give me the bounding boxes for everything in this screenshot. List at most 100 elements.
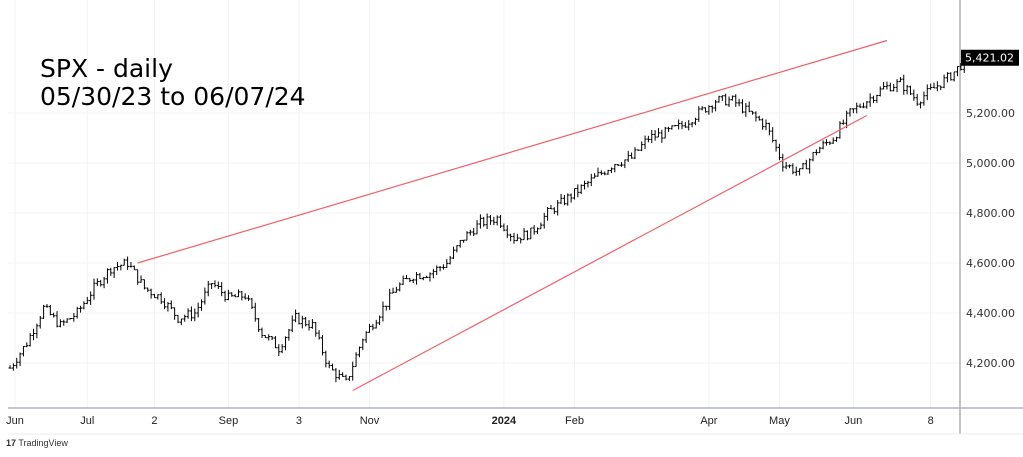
ohlc-bar bbox=[116, 262, 120, 271]
ohlc-bar bbox=[710, 105, 714, 113]
ohlc-bar bbox=[579, 184, 583, 195]
brand-text: TradingView bbox=[18, 438, 68, 448]
ohlc-bar bbox=[798, 168, 802, 176]
ohlc-bar bbox=[925, 84, 929, 101]
ohlc-bar bbox=[102, 276, 106, 289]
ohlc-bar bbox=[398, 282, 402, 292]
ohlc-bar bbox=[341, 372, 345, 377]
ohlc-bar bbox=[233, 294, 237, 298]
ohlc-bar bbox=[324, 350, 328, 368]
ohlc-bar bbox=[546, 206, 550, 221]
ohlc-bar bbox=[391, 287, 395, 294]
ohlc-bar bbox=[89, 291, 93, 305]
ohlc-bar bbox=[79, 305, 83, 313]
ohlc-bar bbox=[620, 162, 624, 167]
ohlc-bar bbox=[35, 323, 39, 339]
ohlc-bar bbox=[132, 265, 136, 271]
ohlc-bar bbox=[898, 77, 902, 83]
ohlc-bar bbox=[428, 272, 432, 282]
ohlc-bar bbox=[861, 102, 865, 109]
ohlc-bar bbox=[589, 173, 593, 187]
tradingview-logo[interactable]: 17 TradingView bbox=[6, 438, 68, 448]
ohlc-bar bbox=[630, 152, 634, 159]
ohlc-bar bbox=[448, 255, 452, 265]
ohlc-bar bbox=[626, 150, 630, 162]
ohlc-bar bbox=[15, 357, 19, 369]
ohlc-bar bbox=[623, 159, 627, 169]
ohlc-bar bbox=[730, 95, 734, 101]
ohlc-bar bbox=[875, 94, 879, 103]
y-tick-label: 4,600.00 bbox=[966, 257, 1015, 270]
ohlc-bar bbox=[522, 228, 526, 241]
ohlc-bar bbox=[566, 193, 570, 206]
ohlc-bar bbox=[505, 225, 509, 239]
ohlc-bar bbox=[52, 312, 56, 318]
ohlc-bar bbox=[824, 139, 828, 146]
ohlc-bar bbox=[788, 164, 792, 169]
ohlc-bar bbox=[462, 239, 466, 243]
ohlc-bar bbox=[206, 280, 210, 297]
ohlc-bar bbox=[307, 320, 311, 331]
ohlc-bar bbox=[25, 342, 29, 348]
ohlc-bar bbox=[532, 225, 536, 235]
ohlc-bar bbox=[663, 126, 667, 139]
ohlc-bar bbox=[72, 312, 76, 322]
ohlc-bar bbox=[304, 316, 308, 327]
ohlc-bar bbox=[865, 101, 869, 109]
ohlc-bar bbox=[784, 161, 788, 170]
x-tick-label: Jun bbox=[6, 415, 24, 427]
ohlc-bar bbox=[290, 315, 294, 332]
ohlc-bar bbox=[273, 336, 277, 349]
ohlc-bar bbox=[149, 288, 153, 299]
ohlc-bar bbox=[556, 200, 560, 216]
subtitle-line: 05/30/23 to 06/07/24 bbox=[40, 82, 306, 111]
ohlc-bar bbox=[189, 306, 193, 322]
x-tick-label: 8 bbox=[928, 415, 934, 427]
ohlc-bar bbox=[317, 330, 321, 340]
ohlc-bar bbox=[294, 309, 298, 323]
ohlc-bar bbox=[892, 83, 896, 92]
ohlc-bar bbox=[250, 298, 254, 309]
ohlc-bar bbox=[169, 300, 173, 310]
ohlc-bar bbox=[203, 287, 207, 305]
last-price-tag bbox=[961, 49, 1019, 66]
ohlc-bar bbox=[287, 328, 291, 341]
ohlc-bar bbox=[183, 314, 187, 322]
ohlc-bar bbox=[280, 344, 284, 354]
ohlc-bar bbox=[361, 338, 365, 350]
ohlc-bar bbox=[455, 245, 459, 253]
ohlc-bar bbox=[404, 274, 408, 280]
ohlc-bar bbox=[572, 188, 576, 200]
ohlc-bar bbox=[438, 266, 442, 272]
ohlc-bar bbox=[267, 334, 271, 341]
ohlc-bar bbox=[129, 262, 133, 268]
x-tick-label: Jul bbox=[80, 415, 94, 427]
ohlc-bar bbox=[495, 215, 499, 226]
ohlc-bar bbox=[804, 159, 808, 170]
ohlc-bar bbox=[667, 126, 671, 132]
ohlc-bar bbox=[586, 180, 590, 188]
ohlc-bar bbox=[223, 290, 227, 302]
ohlc-bar bbox=[720, 95, 724, 101]
ohlc-bar bbox=[388, 288, 392, 311]
ohlc-bar bbox=[166, 301, 170, 312]
chart-title: SPX - daily 05/30/23 to 06/07/24 bbox=[40, 55, 306, 111]
ohlc-bar bbox=[704, 107, 708, 113]
ohlc-bar bbox=[230, 292, 234, 297]
ohlc-bar bbox=[781, 153, 785, 172]
ohlc-bar bbox=[552, 207, 556, 215]
ohlc-bar bbox=[468, 229, 472, 236]
ohlc-bar bbox=[945, 72, 949, 83]
ohlc-bar bbox=[724, 93, 728, 106]
y-tick-label: 5,000.00 bbox=[966, 157, 1015, 170]
ohlc-bar bbox=[717, 95, 721, 103]
ohlc-bar bbox=[401, 275, 405, 285]
ohlc-bar bbox=[774, 139, 778, 152]
x-tick-label: Nov bbox=[360, 415, 380, 427]
ohlc-bar bbox=[458, 239, 462, 248]
ohlc-bar bbox=[32, 328, 36, 341]
x-tick-label: 2024 bbox=[492, 415, 517, 427]
ohlc-bar bbox=[764, 119, 768, 131]
ohlc-bar bbox=[650, 129, 654, 144]
